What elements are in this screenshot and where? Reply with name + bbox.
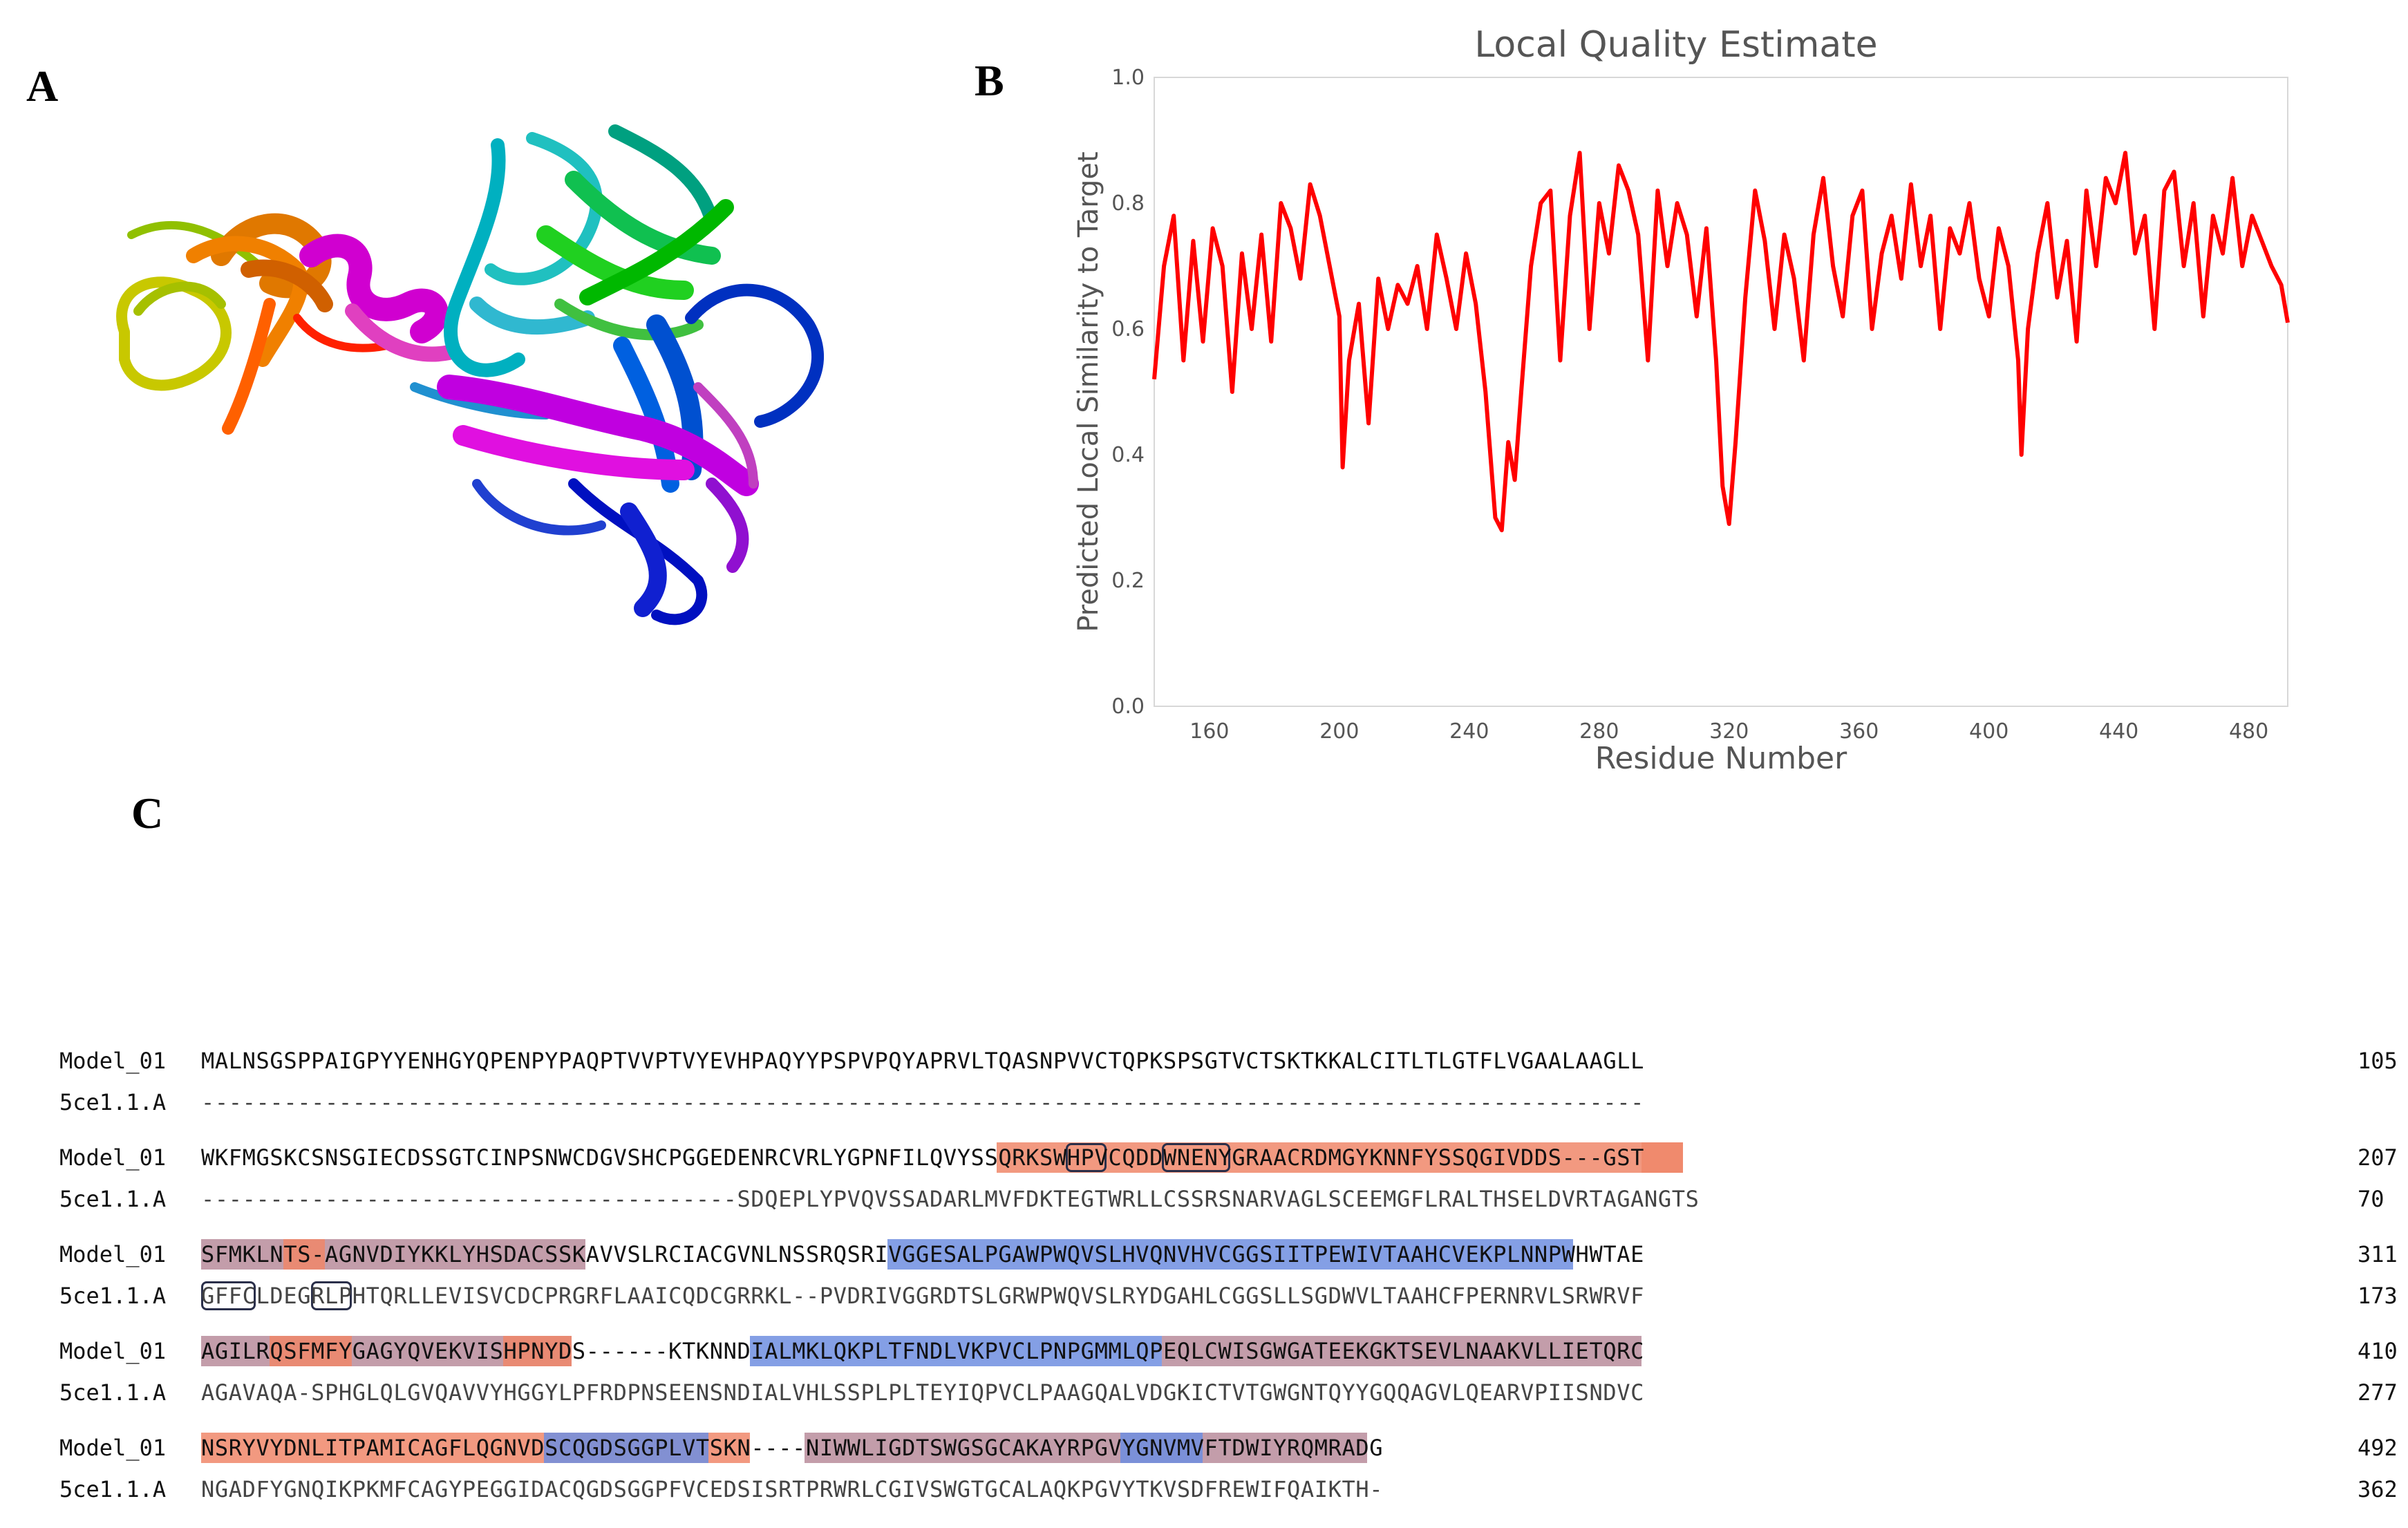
sequence-end-number: 277 [2358,1379,2398,1406]
secondary-structure-box [201,1281,256,1310]
sequence-residues: NSRYVYDNLITPAMICAGFLQGNVDSCQGDSGGPLVTSKN… [201,1435,1384,1461]
x-tick-label: 320 [1709,719,1749,744]
template-row: 5ce1.1.A NGADFYGNQIKPKMFCAGYPEGGIDACQGDSG… [59,1469,2398,1510]
protein-structure-image [116,124,824,625]
sequence-name: Model_01 [59,1435,167,1461]
secondary-structure-box [310,1281,352,1310]
sequence-end-number: 410 [2358,1338,2398,1364]
template-row: 5ce1.1.A --------------------------------… [59,1178,2396,1220]
template-row: 5ce1.1.A --------------------------------… [59,1082,2396,1123]
conservation-highlight [201,1239,585,1270]
model-row: Model_01 MALNSGSPPAIGPYYENHGYQPENPYPAQPTV… [59,1040,2398,1082]
conservation-highlight [805,1433,1368,1463]
panel-label-b: B [975,56,1004,105]
sequence-name: Model_01 [59,1048,167,1074]
sequence-residues: WKFMGSKCSNSGIECDSSGTCINPSNWCDGVSHCPGGEDE… [201,1144,1644,1171]
sequence-name: Model_01 [59,1241,167,1267]
y-tick-label: 0.8 [1111,191,1145,216]
y-tick-label: 0.0 [1111,695,1145,719]
conservation-highlight [283,1239,325,1270]
sequence-name: 5ce1.1.A [59,1186,167,1212]
alignment-block: Model_01 MALNSGSPPAIGPYYENHGYQPENPYPAQPTV… [59,1040,2398,1115]
plot-area [1154,77,2288,707]
chart-title: Local Quality Estimate [1474,24,1877,66]
x-tick-label: 440 [2099,719,2138,744]
local-quality-chart: Local Quality Estimate 0.0 0.2 0.4 0.6 0.8 1.… [1073,24,2290,776]
conservation-highlight [997,1142,1683,1173]
sequence-residues: ----------------------------------------… [201,1089,1644,1115]
sequence-end-number: 173 [2358,1283,2398,1309]
y-tick-label: 0.2 [1111,569,1145,593]
conservation-highlight [1642,1142,1683,1173]
sequence-residues: GFFCLDEGRLPHTQRLLEVISVCDCPRGRFLAAICQDCGR… [201,1283,1644,1309]
alignment-block: Model_01 WKFMGSKCSNSGIECDSSGTCINPSNWCDGVS… [59,1137,2398,1212]
sequence-name: Model_01 [59,1338,167,1364]
sequence-end-number: 70 [2358,1186,2385,1212]
alignment-block: Model_01 NSRYVYDNLITPAMICAGFLQGNVDSCQGDSG… [59,1427,2398,1502]
alignment-block: Model_01 SFMKLNTS-AGNVDIYKKLYHSDACSSKAVVS… [59,1234,2398,1310]
conservation-highlight [1161,1336,1642,1366]
x-tick-label: 280 [1579,719,1619,744]
secondary-structure-box [1065,1143,1107,1172]
x-axis-label: Residue Number [1595,741,1847,776]
panel-label-a: A [26,62,59,111]
panel-label-c: C [131,789,164,838]
sequence-end-number: 105 [2358,1048,2398,1074]
sequence-residues: AGAVAQA-SPHGLQLGVQAVVYHGGYLPFRDPNSEENSND… [201,1379,1644,1406]
sequence-residues: MALNSGSPPAIGPYYENHGYQPENPYPAQPTVVPTVYEVH… [201,1048,1644,1074]
sequence-residues: NGADFYGNQIKPKMFCAGYPEGGIDACQGDSGGPFVCEDS… [201,1476,1384,1502]
conservation-highlight [502,1336,572,1366]
y-tick-label: 1.0 [1111,66,1145,90]
x-tick-label: 480 [2229,719,2268,744]
x-tick-label: 160 [1189,719,1229,744]
y-axis-label: Predicted Local Similarity to Target [1073,151,1104,632]
y-tick-label: 0.4 [1111,443,1145,467]
conservation-highlight [544,1433,709,1463]
model-row: Model_01 WKFMGSKCSNSGIECDSSGTCINPSNWCDGVS… [59,1137,2398,1178]
alignment-block: Model_01 AGILRQSFMFYGAGYQVEKVISHPNYDS----… [59,1330,2398,1406]
sequence-end-number: 311 [2358,1241,2398,1267]
template-row: 5ce1.1.A AGAVAQA-SPHGLQLGVQAVVYHGGYLPFRDP… [59,1372,2398,1413]
x-tick-label: 400 [1969,719,2009,744]
sequence-residues: SFMKLNTS-AGNVDIYKKLYHSDACSSKAVVSLRCIACGV… [201,1241,1644,1267]
sequence-residues: AGILRQSFMFYGAGYQVEKVISHPNYDS------KTKNND… [201,1338,1644,1364]
secondary-structure-box [1161,1143,1230,1172]
sequence-end-number: 207 [2358,1144,2398,1171]
sequence-name: 5ce1.1.A [59,1379,167,1406]
conservation-highlight [270,1336,352,1366]
x-tick-label: 360 [1839,719,1879,744]
sequence-end-number: 362 [2358,1476,2398,1502]
template-row: 5ce1.1.A GFFCLDEGRLPHTQRLLEVISVCDCPRGRFLA… [59,1275,2398,1317]
x-tick-label: 200 [1319,719,1359,744]
series-line [1152,151,2290,533]
y-tick-label: 0.6 [1111,317,1145,341]
conservation-highlight [750,1336,1162,1366]
sequence-name: 5ce1.1.A [59,1089,167,1115]
sequence-name: 5ce1.1.A [59,1476,167,1502]
sequence-alignment: Model_01 MALNSGSPPAIGPYYENHGYQPENPYPAQPTV… [59,1040,2398,1524]
model-row: Model_01 AGILRQSFMFYGAGYQVEKVISHPNYDS----… [59,1330,2398,1372]
sequence-name: 5ce1.1.A [59,1283,167,1309]
x-tick-label: 240 [1449,719,1489,744]
model-row: Model_01 NSRYVYDNLITPAMICAGFLQGNVDSCQGDSG… [59,1427,2398,1469]
model-row: Model_01 SFMKLNTS-AGNVDIYKKLYHSDACSSKAVVS… [59,1234,2398,1275]
sequence-name: Model_01 [59,1144,167,1171]
sequence-residues: ---------------------------------------S… [201,1186,1700,1212]
conservation-highlight [887,1239,1573,1270]
conservation-highlight [1120,1433,1203,1463]
sequence-end-number: 492 [2358,1435,2398,1461]
